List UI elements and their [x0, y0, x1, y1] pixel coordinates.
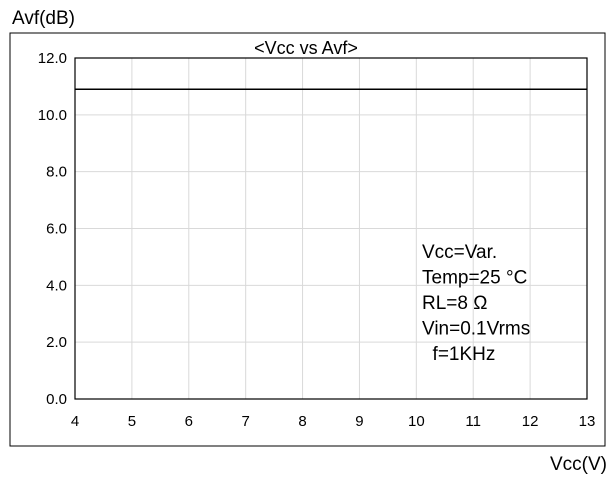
- annotation-line: RL=8 Ω: [422, 293, 487, 314]
- y-tick-label: 6.0: [46, 221, 67, 238]
- chart-title: <Vcc vs Avf>: [254, 38, 358, 58]
- annotation-line: Vin=0.1Vrms: [422, 319, 530, 340]
- x-tick-label: 11: [465, 413, 481, 430]
- y-tick-label: 12.0: [38, 50, 67, 67]
- y-tick-label: 2.0: [46, 334, 67, 351]
- x-tick-label: 6: [185, 413, 193, 430]
- y-tick-label: 4.0: [46, 277, 67, 294]
- plot-area: [74, 57, 588, 400]
- x-tick-label: 13: [579, 413, 596, 430]
- grid: [74, 57, 588, 400]
- y-axis-title: Avf(dB): [12, 8, 75, 29]
- y-tick-labels: 0.0 2.0 4.0 6.0 8.0 10.0 12.0: [38, 50, 67, 408]
- chart-frame: [9, 32, 606, 447]
- x-tick-label: 7: [241, 413, 249, 430]
- annotation-line: Temp=25 °C: [422, 268, 527, 289]
- x-axis-title: Vcc(V): [550, 454, 607, 475]
- x-tick-label: 10: [408, 413, 425, 430]
- x-tick-labels: 4 5 6 7 8 9 10 11 12 13: [71, 413, 596, 430]
- x-tick-label: 9: [355, 413, 363, 430]
- annotation-line: f=1KHz: [422, 344, 495, 365]
- y-tick-label: 8.0: [46, 164, 67, 181]
- x-tick-label: 4: [71, 413, 79, 430]
- x-tick-label: 8: [298, 413, 306, 430]
- x-tick-label: 5: [128, 413, 136, 430]
- annotation-line: Vcc=Var.: [422, 242, 497, 263]
- annotation-block: Vcc=Var. Temp=25 °C RL=8 Ω Vin=0.1Vrms f=1K…: [422, 242, 530, 365]
- x-tick-label: 12: [522, 413, 539, 430]
- y-tick-label: 10.0: [38, 107, 67, 124]
- y-tick-label: 0.0: [46, 391, 67, 408]
